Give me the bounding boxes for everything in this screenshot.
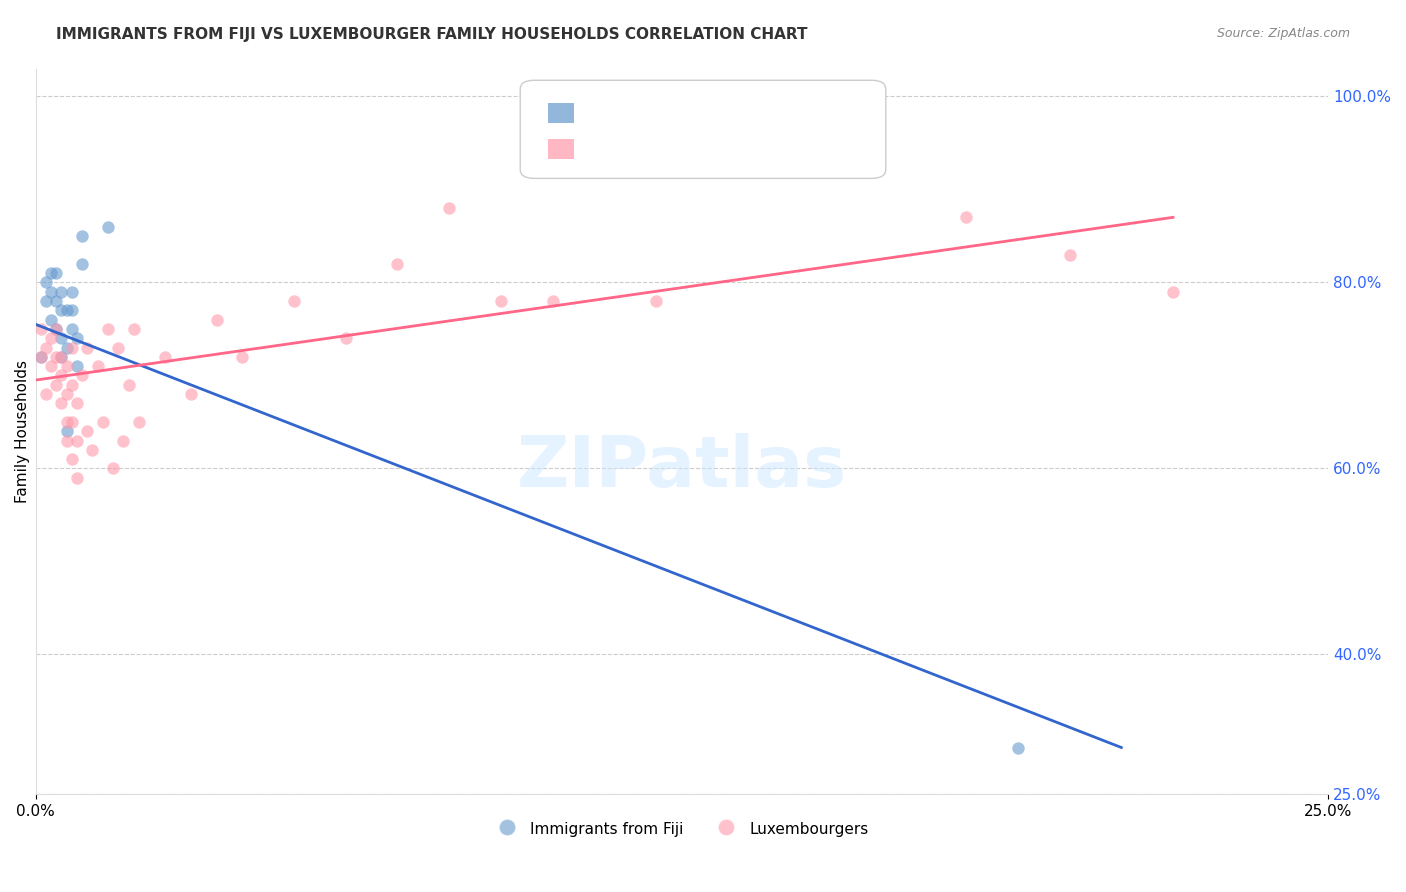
Point [112,434,135,448]
Point [39,312,62,326]
Point [60,322,83,336]
Point [76,341,98,355]
Point [39,359,62,373]
Point [30,350,52,364]
Point [153,350,176,364]
Point [66,471,89,485]
Point [55,387,77,401]
Point [70,229,93,244]
Point [541,293,564,308]
Point [1007,740,1029,755]
Legend: Immigrants from Fiji, Luxembourgers: Immigrants from Fiji, Luxembourgers [489,814,875,845]
Point [60,341,83,355]
Text: ZIPatlas: ZIPatlas [517,433,846,502]
Point [45,322,67,336]
Point [86,359,108,373]
Point [51,396,73,410]
Point [117,377,139,392]
Point [955,211,977,225]
Point [1161,285,1184,299]
Point [60,303,83,318]
Y-axis label: Family Households: Family Households [15,359,30,503]
Point [97,322,120,336]
Point [70,257,93,271]
Point [45,322,67,336]
Point [55,415,77,429]
Point [45,377,67,392]
Point [35,387,58,401]
Point [283,293,305,308]
Point [387,257,409,271]
Point [97,219,120,234]
Point [101,461,124,475]
Point [30,350,52,364]
Point [39,285,62,299]
Point [70,368,93,383]
Point [55,434,77,448]
Text: Source: ZipAtlas.com: Source: ZipAtlas.com [1216,27,1350,40]
Point [55,359,77,373]
Point [205,312,228,326]
Point [51,368,73,383]
Point [1059,247,1081,261]
Point [39,331,62,345]
Point [66,434,89,448]
Point [335,331,357,345]
Point [55,424,77,438]
Point [45,266,67,280]
Point [231,350,253,364]
Point [107,341,129,355]
Point [51,350,73,364]
Text: IMMIGRANTS FROM FIJI VS LUXEMBOURGER FAMILY HOUSEHOLDS CORRELATION CHART: IMMIGRANTS FROM FIJI VS LUXEMBOURGER FAM… [56,27,807,42]
Point [55,303,77,318]
Point [51,331,73,345]
Point [60,285,83,299]
Point [35,293,58,308]
Point [437,201,460,215]
Point [645,293,668,308]
Point [66,359,89,373]
Point [39,266,62,280]
Point [30,322,52,336]
Point [82,442,104,457]
Point [66,331,89,345]
Point [51,303,73,318]
Point [45,350,67,364]
Point [35,276,58,290]
Point [66,396,89,410]
Point [91,415,114,429]
Point [60,452,83,467]
Point [800,136,823,150]
Point [60,377,83,392]
Point [51,285,73,299]
Point [76,424,98,438]
Point [489,293,512,308]
Point [122,322,145,336]
Point [45,293,67,308]
Point [51,350,73,364]
Text: R =  0.495   N = 51: R = 0.495 N = 51 [579,140,752,154]
Point [60,415,83,429]
Point [55,341,77,355]
Point [180,387,202,401]
Text: R = -0.792   N = 25: R = -0.792 N = 25 [579,104,752,119]
Point [35,341,58,355]
Point [128,415,150,429]
